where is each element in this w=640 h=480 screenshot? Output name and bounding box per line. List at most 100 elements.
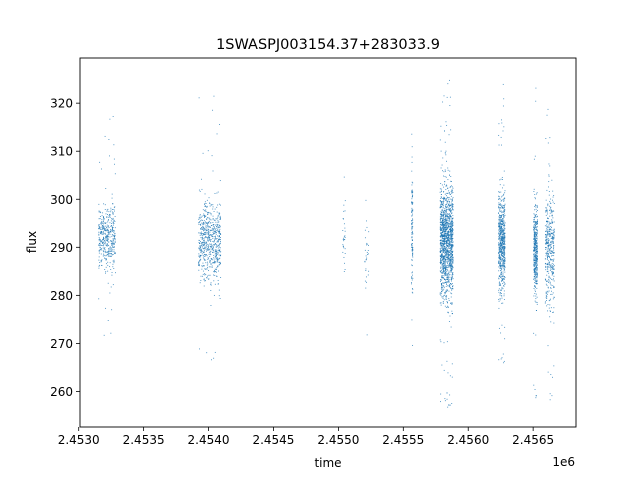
- data-point: [215, 252, 217, 254]
- data-point: [546, 241, 548, 243]
- data-point: [536, 238, 538, 240]
- data-point: [364, 280, 366, 282]
- data-point: [102, 232, 104, 234]
- data-point: [104, 247, 106, 249]
- data-point: [209, 243, 211, 245]
- data-point: [449, 284, 450, 286]
- data-point: [535, 229, 537, 230]
- data-point: [533, 262, 535, 264]
- data-point: [206, 249, 208, 251]
- data-point: [500, 220, 502, 222]
- data-point: [440, 125, 442, 127]
- data-point: [216, 224, 218, 226]
- data-point: [501, 187, 503, 189]
- data-point: [440, 393, 442, 395]
- data-point: [364, 229, 366, 231]
- data-point: [442, 243, 444, 245]
- data-point: [446, 244, 447, 246]
- data-point: [548, 245, 550, 247]
- data-point: [547, 263, 549, 265]
- data-point: [500, 268, 502, 270]
- data-point: [441, 210, 443, 212]
- data-point: [500, 225, 502, 227]
- data-point: [446, 290, 448, 292]
- data-point: [503, 210, 505, 212]
- data-point: [499, 250, 501, 252]
- data-point: [202, 226, 204, 228]
- data-point: [444, 176, 446, 177]
- data-point: [549, 266, 551, 268]
- data-point: [499, 224, 501, 226]
- data-point: [100, 249, 102, 251]
- data-point: [536, 283, 538, 285]
- data-point: [545, 214, 547, 216]
- data-point: [549, 270, 551, 271]
- data-point: [100, 228, 102, 230]
- data-point: [535, 248, 537, 250]
- data-point: [447, 169, 449, 171]
- data-point: [412, 252, 414, 254]
- data-point: [534, 253, 536, 255]
- data-point: [220, 254, 222, 256]
- data-point: [503, 269, 505, 271]
- data-point: [440, 243, 442, 245]
- data-point: [446, 202, 448, 204]
- data-point: [445, 225, 447, 226]
- data-point: [498, 289, 500, 291]
- data-point: [548, 163, 550, 165]
- data-point: [448, 237, 450, 239]
- data-point: [549, 202, 551, 204]
- data-point: [106, 235, 108, 236]
- data-point: [104, 232, 106, 234]
- data-point: [213, 241, 215, 243]
- data-point: [212, 247, 214, 249]
- data-point: [106, 226, 108, 228]
- data-point: [442, 225, 444, 227]
- data-point: [448, 216, 450, 218]
- data-point: [444, 216, 446, 217]
- data-point: [548, 218, 549, 220]
- data-point: [440, 204, 442, 205]
- data-point: [500, 215, 502, 217]
- data-point: [535, 225, 536, 227]
- data-point: [217, 279, 219, 281]
- data-point: [446, 274, 448, 276]
- data-point: [440, 222, 442, 224]
- data-point: [545, 211, 546, 213]
- data-point: [447, 266, 448, 268]
- data-point: [546, 114, 548, 116]
- data-point: [441, 277, 443, 279]
- data-point: [534, 289, 536, 291]
- data-point: [449, 245, 451, 246]
- data-point: [209, 238, 211, 240]
- data-point: [499, 223, 501, 225]
- data-point: [111, 247, 113, 249]
- data-point: [442, 266, 444, 268]
- data-point: [451, 310, 453, 312]
- data-point: [109, 216, 111, 218]
- data-point: [545, 242, 547, 243]
- data-point: [503, 295, 505, 297]
- data-point: [535, 249, 537, 251]
- data-point: [547, 255, 549, 256]
- data-point: [547, 280, 549, 282]
- data-point: [218, 231, 220, 233]
- data-point: [534, 265, 536, 267]
- data-point: [411, 277, 413, 278]
- data-point: [210, 214, 212, 216]
- data-point: [534, 300, 536, 302]
- data-point: [342, 245, 344, 247]
- data-point: [446, 246, 448, 247]
- data-point: [446, 224, 448, 226]
- data-point: [548, 225, 550, 227]
- data-point: [535, 244, 537, 246]
- data-point: [534, 239, 536, 241]
- data-point: [502, 255, 503, 256]
- data-point: [448, 229, 450, 230]
- data-point: [502, 263, 504, 265]
- data-point: [218, 226, 220, 228]
- data-point: [411, 192, 413, 193]
- data-point: [441, 237, 443, 239]
- data-point: [367, 253, 369, 255]
- data-point: [98, 259, 100, 261]
